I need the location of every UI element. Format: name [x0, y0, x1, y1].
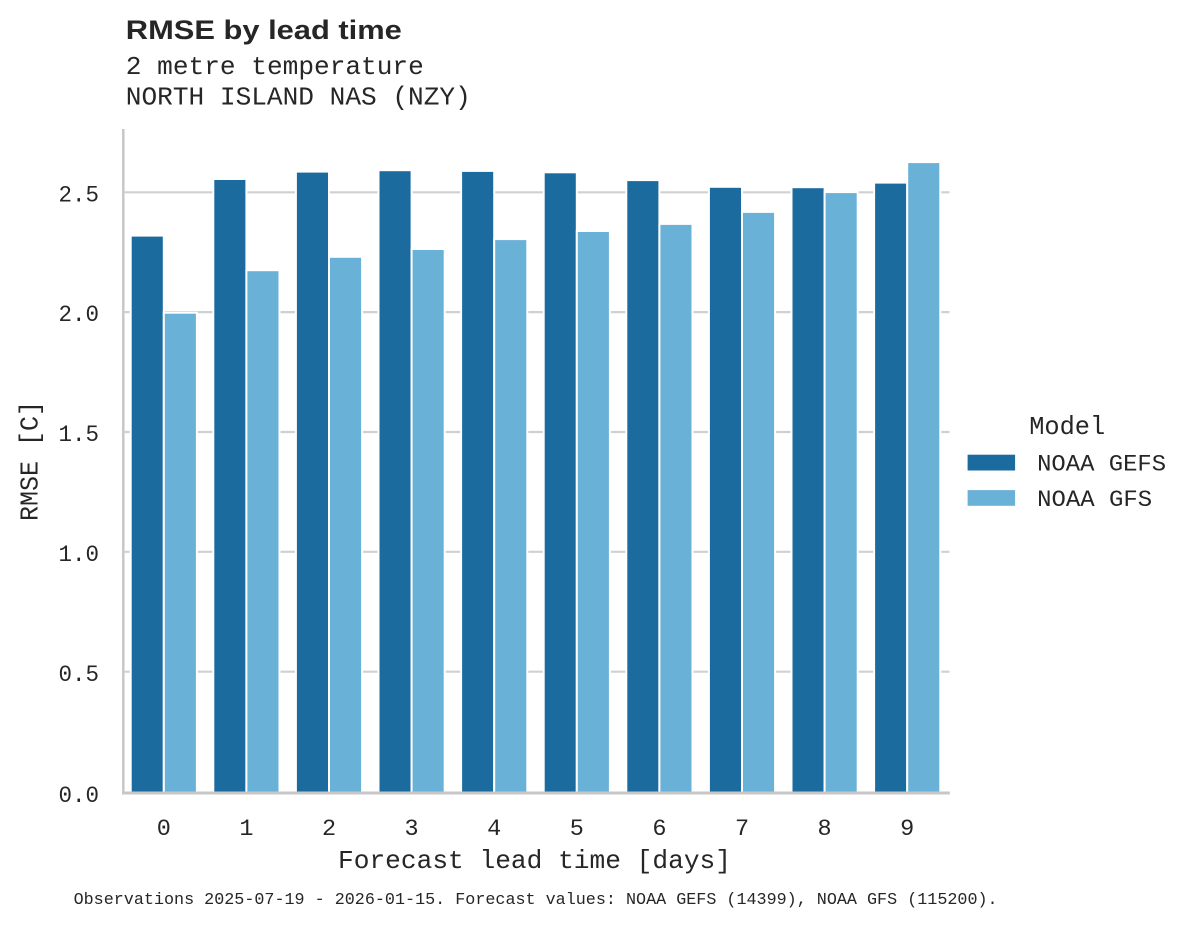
svg-text:2 metre temperature: 2 metre temperature [126, 52, 424, 82]
svg-text:8: 8 [818, 816, 832, 843]
svg-text:Model: Model [1029, 412, 1105, 442]
svg-text:1.0: 1.0 [59, 542, 100, 569]
svg-text:NOAA GEFS: NOAA GEFS [1037, 452, 1166, 478]
svg-text:RMSE [C]: RMSE [C] [16, 401, 46, 521]
svg-text:0: 0 [157, 816, 171, 843]
svg-text:2.5: 2.5 [59, 182, 100, 209]
svg-text:7: 7 [735, 816, 749, 843]
svg-text:0.0: 0.0 [59, 783, 100, 810]
svg-text:1: 1 [239, 816, 253, 843]
svg-text:0.5: 0.5 [59, 662, 100, 689]
svg-text:2: 2 [322, 816, 336, 843]
svg-text:5: 5 [570, 816, 584, 843]
svg-text:2.0: 2.0 [59, 302, 100, 329]
svg-text:6: 6 [652, 816, 666, 843]
svg-text:NORTH ISLAND NAS (NZY): NORTH ISLAND NAS (NZY) [126, 82, 471, 112]
svg-text:4: 4 [487, 816, 501, 843]
svg-text:9: 9 [900, 816, 914, 843]
svg-text:1.5: 1.5 [59, 422, 100, 449]
svg-text:Observations 2025-07-19 - 2026: Observations 2025-07-19 - 2026-01-15. Fo… [74, 891, 998, 910]
svg-text:3: 3 [405, 816, 419, 843]
svg-text:RMSE by lead time: RMSE by lead time [126, 15, 402, 45]
svg-text:Forecast lead time [days]: Forecast lead time [days] [338, 846, 731, 876]
svg-text:NOAA GFS: NOAA GFS [1037, 487, 1152, 513]
